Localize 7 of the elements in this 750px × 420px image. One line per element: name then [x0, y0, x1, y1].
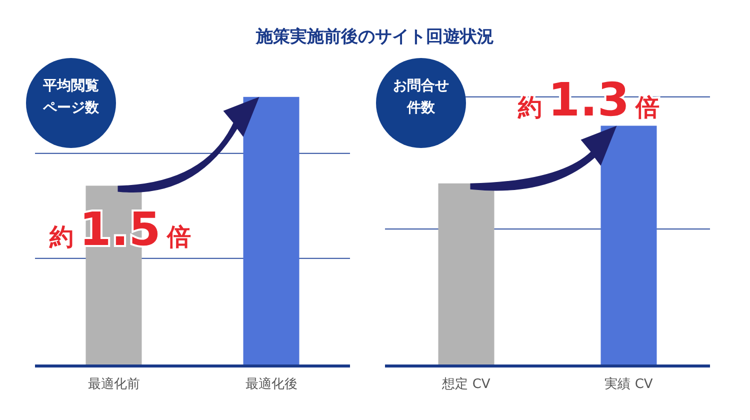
- annotation: 平均閲覧ページ数: [42, 78, 100, 116]
- chart-title: 施策実施前後のサイト回遊状況: [255, 27, 494, 47]
- x-tick-label: 想定 CV: [441, 377, 490, 392]
- x-tick-label: 最適化前: [88, 376, 140, 392]
- x-tick-label: 最適化後: [245, 376, 298, 392]
- text: お問合せ件数: [393, 78, 449, 116]
- x-tick-label: 実績 CV: [604, 376, 653, 392]
